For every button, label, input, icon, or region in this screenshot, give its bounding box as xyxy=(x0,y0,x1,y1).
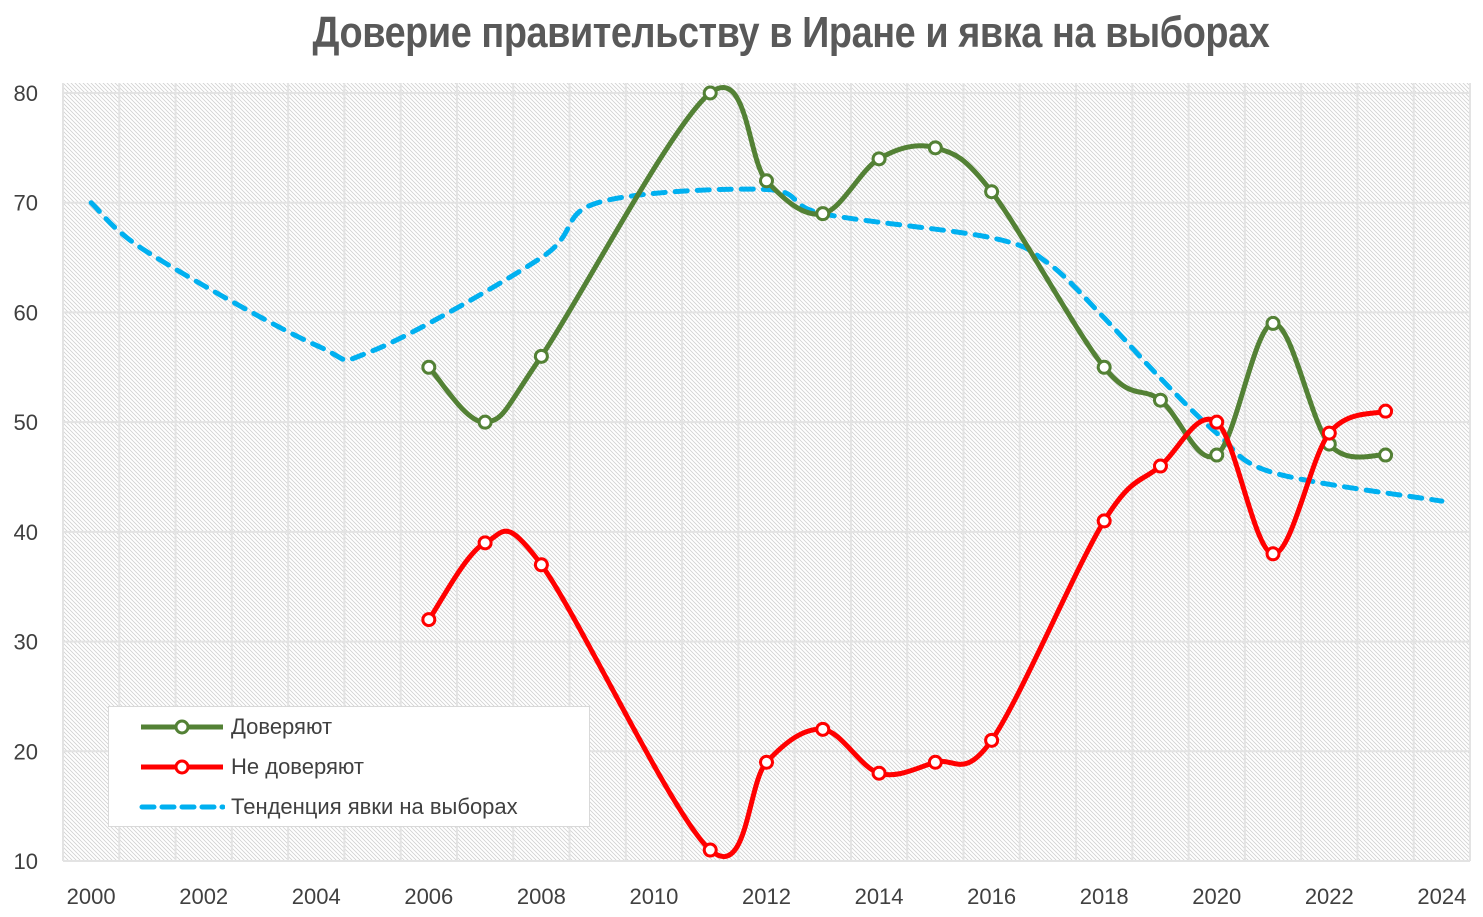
legend-label: Доверяют xyxy=(231,714,333,739)
legend-item-turnout: Тенденция явки на выборах xyxy=(139,787,518,827)
y-tick-label: 30 xyxy=(14,630,38,655)
data-point-marker xyxy=(759,173,774,189)
x-tick-label: 2016 xyxy=(967,884,1016,909)
y-tick-label: 60 xyxy=(14,300,38,325)
data-point-marker xyxy=(1096,513,1112,529)
data-point-marker xyxy=(421,612,437,628)
data-point-marker xyxy=(1265,315,1281,331)
data-point-marker xyxy=(927,140,943,156)
x-tick-label: 2004 xyxy=(292,884,341,909)
legend-label: Не доверяют xyxy=(231,754,364,779)
legend-line-marker-icon xyxy=(141,759,223,775)
x-tick-label: 2024 xyxy=(1417,884,1466,909)
x-tick-label: 2002 xyxy=(179,884,228,909)
data-point-marker xyxy=(1209,447,1225,463)
x-tick-label: 2012 xyxy=(742,884,791,909)
x-tick-label: 2000 xyxy=(67,884,116,909)
data-point-marker xyxy=(815,206,831,222)
y-tick-label: 40 xyxy=(14,520,38,545)
legend-item-trust: Доверяют xyxy=(139,707,332,747)
data-point-marker xyxy=(927,754,943,770)
data-point-marker xyxy=(1152,458,1168,474)
y-tick-label: 50 xyxy=(14,410,38,435)
x-tick-label: 2022 xyxy=(1305,884,1354,909)
x-tick-label: 2006 xyxy=(404,884,453,909)
legend: Доверяют Не доверяют Тенденция явки на в… xyxy=(108,706,590,827)
data-point-marker xyxy=(1378,403,1394,419)
data-point-marker xyxy=(759,754,774,770)
legend-item-distrust: Не доверяют xyxy=(139,747,364,787)
legend-line-marker-icon xyxy=(141,719,223,735)
data-point-marker xyxy=(871,765,887,781)
data-point-marker xyxy=(421,359,437,375)
data-point-marker xyxy=(702,842,718,858)
data-point-marker xyxy=(1378,447,1394,463)
data-point-marker xyxy=(1265,546,1281,562)
data-point-marker xyxy=(984,184,1000,200)
data-point-marker xyxy=(477,414,493,430)
chart-title: Доверие правительству в Иране и явка на … xyxy=(312,8,1270,57)
data-point-marker xyxy=(533,557,549,573)
x-tick-label: 2008 xyxy=(517,884,566,909)
data-point-marker xyxy=(1152,392,1168,408)
y-tick-label: 70 xyxy=(14,191,38,216)
y-tick-label: 80 xyxy=(14,81,38,106)
y-tick-label: 20 xyxy=(14,739,38,764)
legend-label: Тенденция явки на выборах xyxy=(231,794,518,819)
data-point-marker xyxy=(702,85,718,101)
data-point-marker xyxy=(871,151,887,167)
data-point-marker xyxy=(815,721,831,737)
data-point-marker xyxy=(984,732,1000,748)
y-tick-label: 10 xyxy=(14,849,38,874)
data-point-marker xyxy=(1209,414,1225,430)
x-tick-label: 2010 xyxy=(629,884,678,909)
x-tick-label: 2014 xyxy=(855,884,904,909)
data-point-marker xyxy=(533,348,549,364)
legend-dashed-line-icon xyxy=(139,804,225,810)
data-point-marker xyxy=(1321,425,1337,441)
series-line-2 xyxy=(88,186,1445,504)
data-point-marker xyxy=(477,535,493,551)
data-point-marker xyxy=(1096,359,1112,375)
x-tick-label: 2020 xyxy=(1192,884,1241,909)
x-tick-label: 2018 xyxy=(1080,884,1129,909)
